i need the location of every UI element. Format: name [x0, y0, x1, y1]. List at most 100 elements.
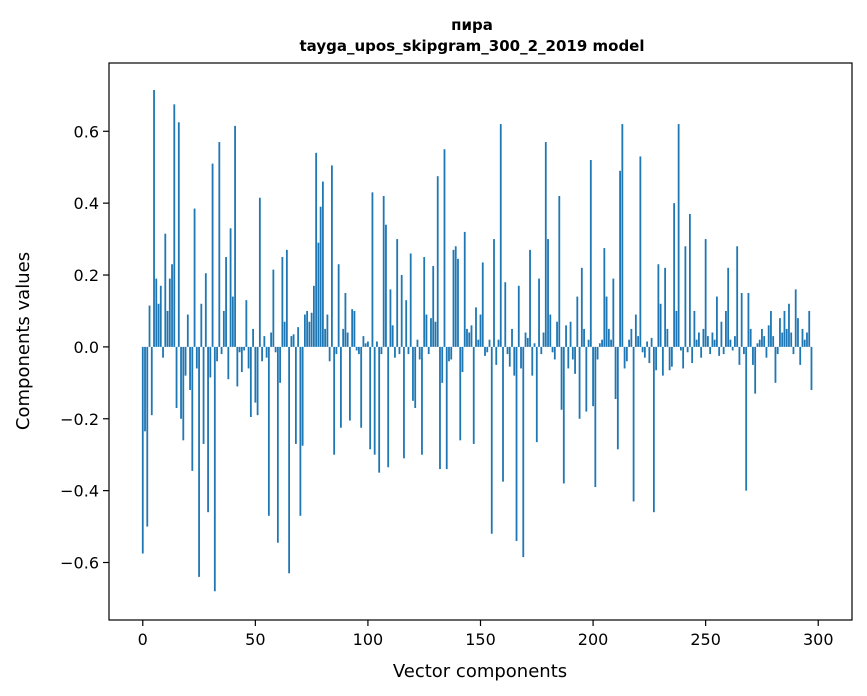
bar — [623, 346, 626, 369]
bar — [371, 192, 374, 347]
bar — [567, 346, 570, 369]
bar — [553, 346, 556, 360]
bar — [792, 346, 795, 355]
bar — [785, 328, 788, 347]
bar — [646, 341, 649, 347]
bar — [634, 314, 637, 347]
bar — [731, 346, 734, 351]
bar — [783, 310, 786, 347]
y-tick-label: 0.6 — [74, 122, 99, 141]
bar — [808, 310, 811, 347]
bar — [670, 346, 673, 367]
bar — [594, 346, 597, 488]
bar — [495, 346, 498, 365]
bar — [722, 346, 725, 355]
bar — [436, 176, 439, 347]
bar — [648, 346, 651, 364]
bar — [312, 285, 315, 347]
bar — [321, 181, 324, 347]
bar — [743, 346, 745, 355]
bar — [603, 248, 606, 347]
bar — [736, 246, 739, 347]
bar — [373, 346, 376, 455]
bar — [652, 346, 655, 513]
bar — [416, 339, 419, 347]
bar — [693, 310, 696, 347]
bar — [583, 328, 585, 347]
bar — [506, 346, 509, 355]
bar — [209, 346, 212, 378]
bar — [664, 267, 667, 347]
x-tick-label: 250 — [690, 630, 721, 649]
bar — [637, 336, 640, 347]
bar — [749, 328, 752, 347]
bar — [547, 239, 549, 347]
bar — [234, 125, 236, 347]
bar — [522, 346, 525, 558]
bar — [315, 152, 318, 347]
y-tick-label: −0.4 — [60, 482, 99, 501]
bar — [292, 334, 295, 347]
bar — [288, 346, 291, 574]
bar — [779, 318, 781, 347]
bar — [303, 314, 306, 347]
bar — [565, 325, 567, 347]
bar — [412, 346, 414, 401]
bar — [481, 262, 484, 347]
bar — [781, 332, 784, 347]
bar — [153, 89, 155, 347]
bar — [632, 346, 635, 502]
bar — [704, 239, 707, 347]
bar — [628, 339, 630, 347]
bar — [643, 346, 646, 358]
bar — [380, 346, 383, 355]
bar — [502, 346, 504, 482]
chart-title: пира — [451, 16, 493, 34]
bar — [470, 325, 473, 347]
bar — [225, 257, 227, 347]
bar — [535, 346, 538, 443]
bar — [349, 346, 351, 421]
bar — [533, 343, 536, 347]
bar — [524, 332, 527, 347]
bar — [619, 170, 621, 347]
x-tick-label: 0 — [138, 630, 148, 649]
bar — [254, 346, 257, 403]
bar — [394, 346, 396, 358]
bar — [200, 303, 203, 347]
bar — [734, 336, 736, 347]
bar — [222, 310, 225, 347]
y-axis-ticks: −0.6 −0.4 −0.2 0.0 0.2 0.4 0.6 — [60, 122, 109, 573]
bar — [589, 160, 592, 347]
bar — [403, 346, 405, 459]
bar — [382, 195, 385, 347]
bar — [686, 346, 689, 353]
bar — [340, 346, 342, 428]
bar — [772, 336, 775, 347]
bar — [285, 249, 288, 347]
y-tick-label: 0.4 — [74, 194, 99, 213]
bar — [231, 296, 234, 347]
bar — [236, 346, 239, 387]
bar — [434, 321, 437, 347]
bar — [261, 346, 263, 362]
bar — [398, 346, 401, 355]
bar — [310, 312, 313, 347]
bar — [695, 339, 698, 347]
bar — [475, 307, 477, 347]
bar — [616, 346, 619, 450]
bar — [531, 346, 534, 376]
bar — [270, 332, 273, 347]
bar — [639, 156, 642, 347]
x-axis-ticks: 0 50 100 150 200 250 300 — [138, 620, 834, 649]
bar — [790, 332, 793, 347]
x-tick-label: 50 — [245, 630, 265, 649]
bar — [274, 346, 277, 353]
bar — [630, 328, 633, 347]
bar — [454, 246, 457, 347]
bar — [540, 346, 543, 355]
bar — [245, 300, 248, 347]
bar — [466, 328, 468, 347]
bar — [484, 346, 486, 356]
